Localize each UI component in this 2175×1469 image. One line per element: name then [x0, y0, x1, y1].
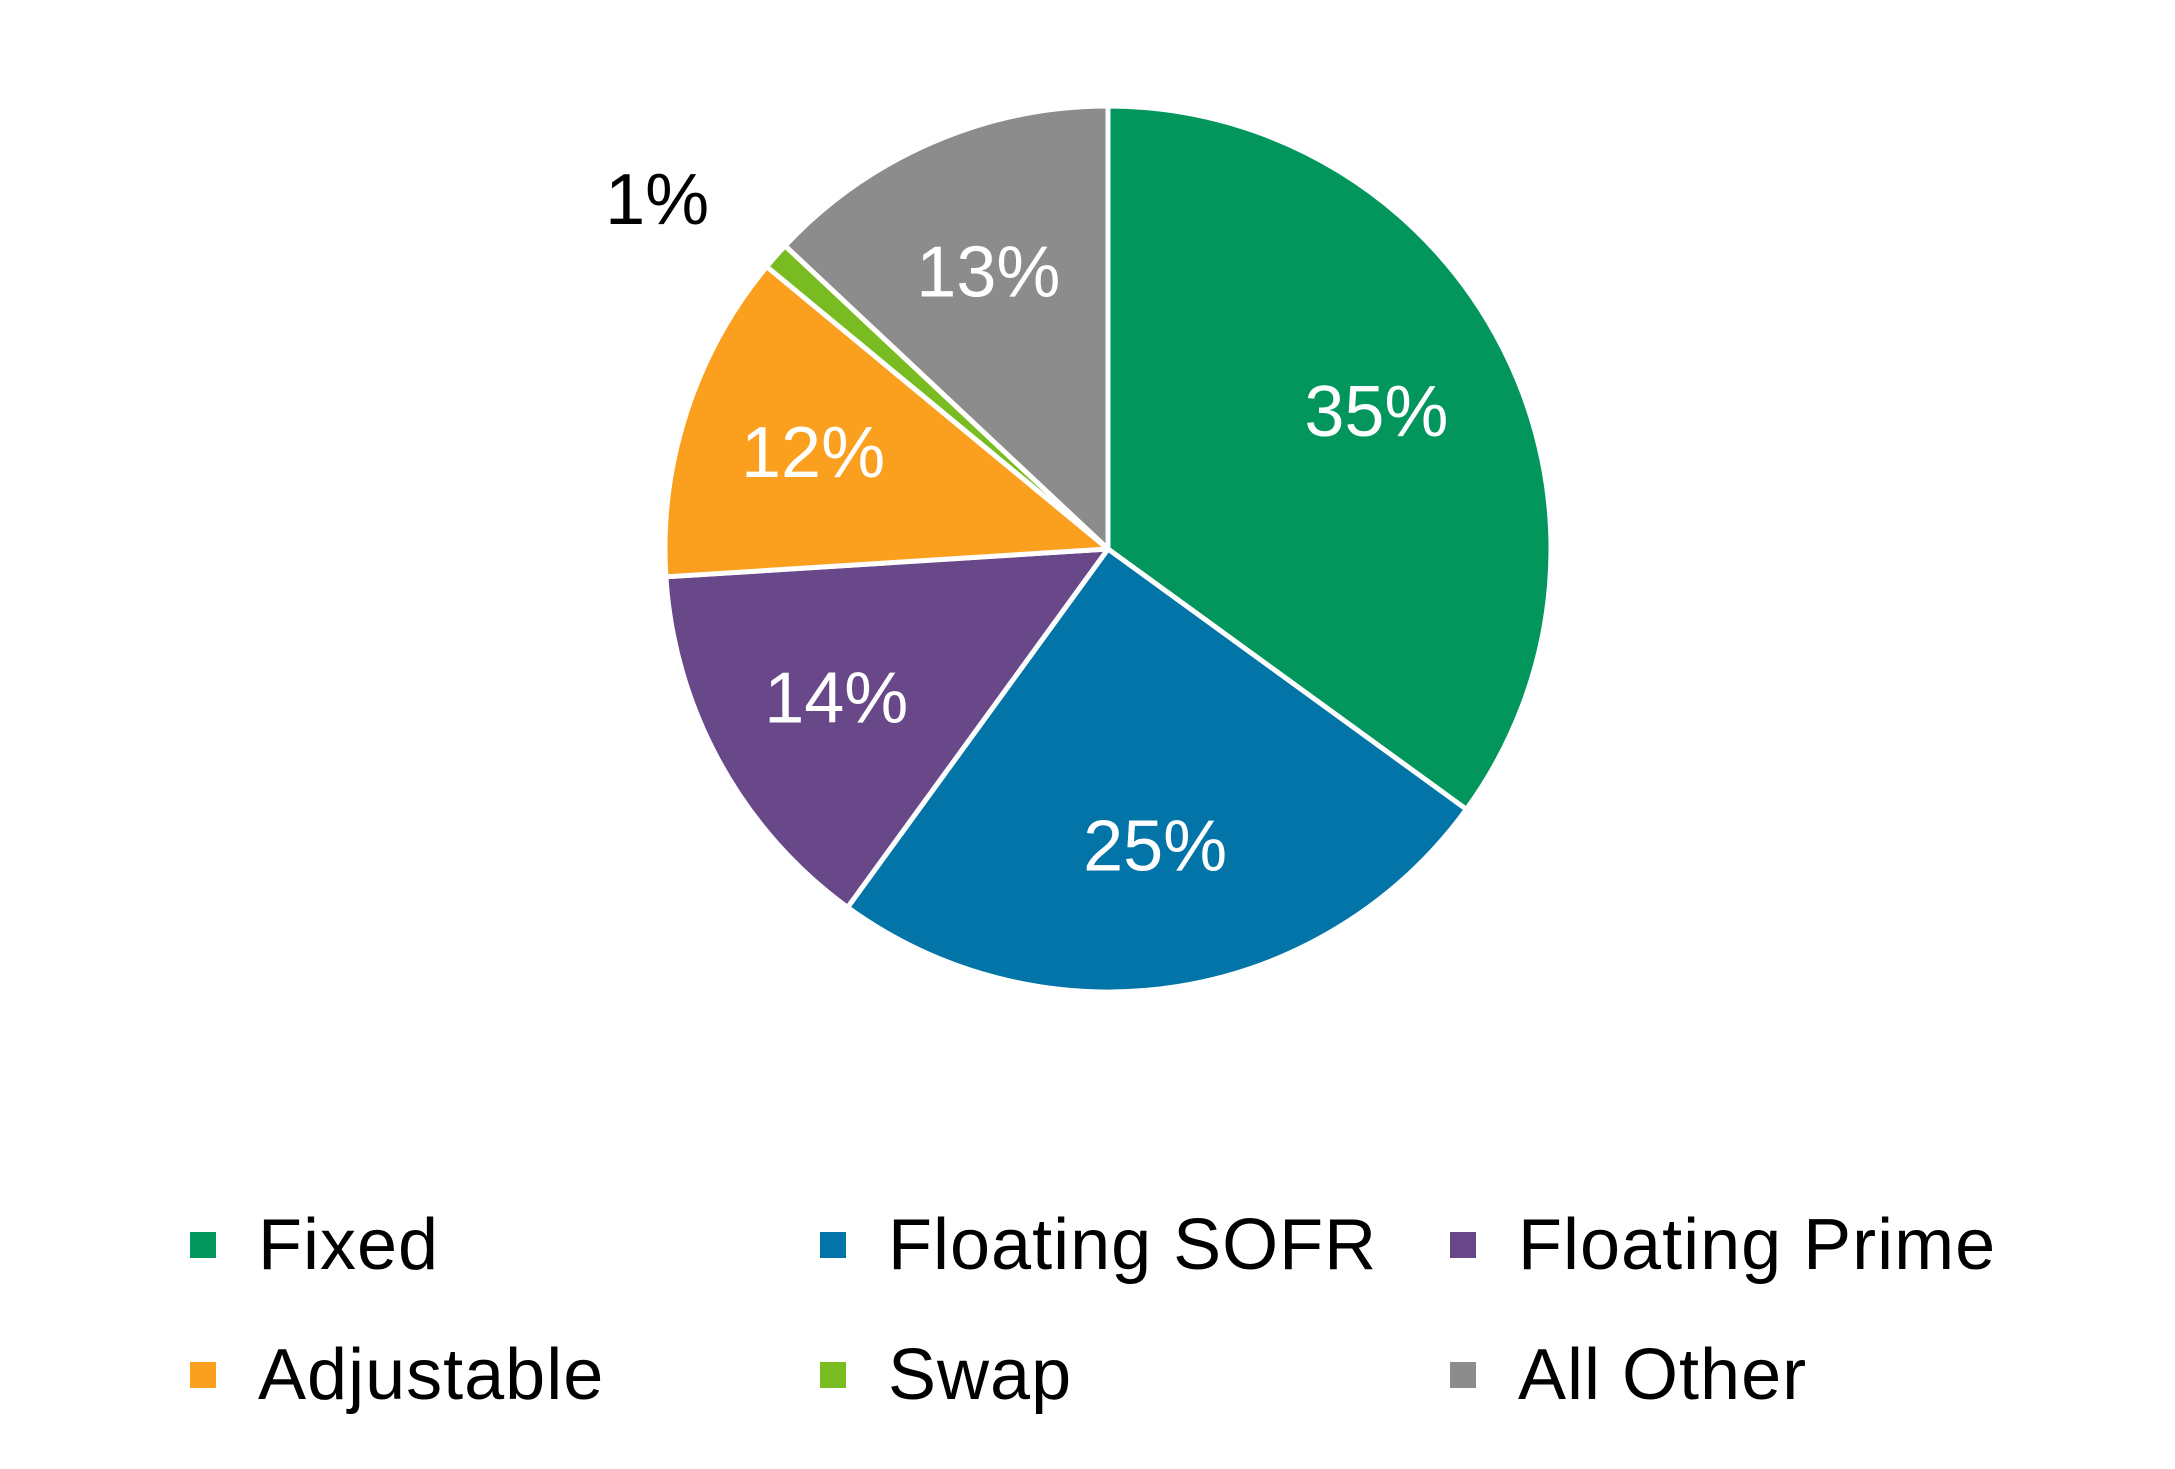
- legend-item-floating-prime: Floating Prime: [1450, 1180, 2090, 1310]
- legend-label-swap: Swap: [888, 1335, 1073, 1415]
- legend-label-floating-sofr: Floating SOFR: [888, 1205, 1378, 1285]
- chart-legend: Fixed Floating SOFR Floating Prime Adjus…: [190, 1180, 2090, 1440]
- legend-item-swap: Swap: [820, 1310, 1450, 1440]
- pie-label-floating-sofr: 25%: [1083, 807, 1227, 887]
- pie-slice-all-other: [782, 103, 1111, 552]
- legend-swatch-all-other: [1450, 1362, 1476, 1388]
- pie-slice-floating-prime: [663, 546, 1111, 910]
- legend-label-adjustable: Adjustable: [258, 1335, 605, 1415]
- pie-slice-adjustable: [662, 264, 1111, 580]
- legend-item-all-other: All Other: [1450, 1310, 2090, 1440]
- legend-item-adjustable: Adjustable: [190, 1310, 820, 1440]
- legend-swatch-swap: [820, 1362, 846, 1388]
- legend-item-fixed: Fixed: [190, 1180, 820, 1310]
- legend-swatch-floating-prime: [1450, 1232, 1476, 1258]
- pie-slice-labels: 35% 25% 14% 12% 1% 13%: [605, 160, 1448, 887]
- pie-label-fixed: 35%: [1304, 372, 1448, 452]
- legend-item-floating-sofr: Floating SOFR: [820, 1180, 1450, 1310]
- pie-label-all-other: 13%: [916, 233, 1060, 313]
- legend-swatch-floating-sofr: [820, 1232, 846, 1258]
- legend-label-floating-prime: Floating Prime: [1518, 1205, 1997, 1285]
- pie-label-adjustable: 12%: [741, 413, 885, 493]
- legend-label-all-other: All Other: [1518, 1335, 1808, 1415]
- pie-slice-floating-sofr: [845, 546, 1469, 995]
- legend-label-fixed: Fixed: [258, 1205, 440, 1285]
- pie-label-floating-prime: 14%: [764, 658, 908, 738]
- pie-slice-fixed: [1105, 103, 1554, 812]
- pie-slices: [662, 103, 1554, 995]
- legend-swatch-fixed: [190, 1232, 216, 1258]
- legend-swatch-adjustable: [190, 1362, 216, 1388]
- pie-label-swap: 1%: [605, 160, 709, 240]
